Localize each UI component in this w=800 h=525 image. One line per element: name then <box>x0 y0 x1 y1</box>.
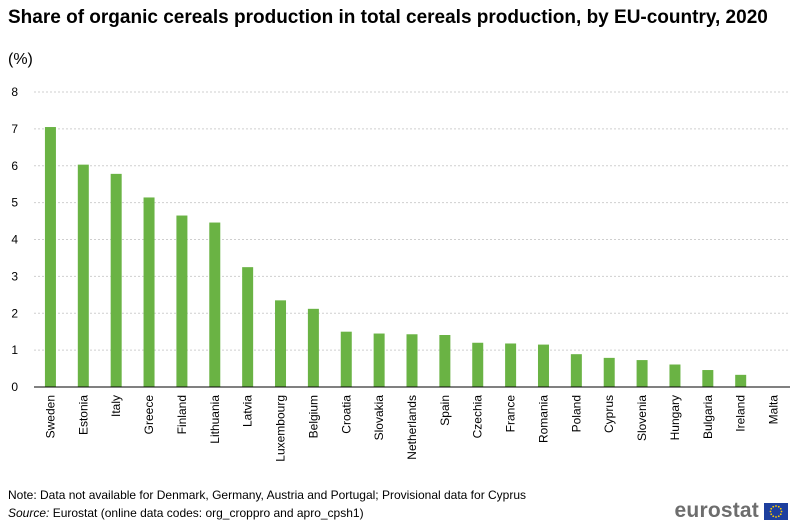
bar-finland <box>176 215 188 387</box>
bar-greece <box>143 197 155 387</box>
bar-netherlands <box>406 334 418 387</box>
x-tick-label: Belgium <box>306 395 320 438</box>
flag-star <box>777 505 780 508</box>
y-tick-label: 5 <box>11 196 18 210</box>
x-tick-label: Czechia <box>471 395 485 439</box>
bars <box>44 127 747 387</box>
flag-star <box>777 514 780 517</box>
x-tick-label: Lithuania <box>208 395 222 444</box>
x-tick-label: Cyprus <box>602 395 616 433</box>
grid-lines <box>34 91 790 351</box>
y-tick-label: 1 <box>11 343 18 357</box>
flag-star <box>775 515 777 518</box>
y-tick-label: 7 <box>11 122 18 136</box>
flag-star <box>770 512 773 515</box>
y-tick-label: 0 <box>11 380 18 394</box>
x-tick-label: Latvia <box>241 395 255 427</box>
source-label: Source: <box>8 506 50 520</box>
flag-star <box>775 504 777 507</box>
bar-ireland <box>735 374 747 387</box>
x-tick-label: Luxembourg <box>274 395 288 462</box>
y-tick-label: 3 <box>11 269 18 283</box>
x-tick-label: Spain <box>438 395 452 426</box>
bar-croatia <box>340 331 352 387</box>
x-tick-label: Romania <box>536 395 550 443</box>
x-tick-label: Italy <box>109 395 123 417</box>
x-axis-ticks: Sweden Estonia Italy Greece Finland Lithuania… <box>43 395 780 462</box>
bar-bulgaria <box>702 370 714 387</box>
x-tick-label: Finland <box>175 395 189 434</box>
bar-latvia <box>242 267 254 387</box>
flag-star <box>769 510 772 512</box>
bar-slovakia <box>373 333 385 387</box>
bar-hungary <box>669 364 681 387</box>
y-tick-label: 8 <box>11 85 18 99</box>
bar-lithuania <box>209 222 221 387</box>
y-axis-unit: (%) <box>8 51 33 68</box>
x-tick-label: Ireland <box>734 395 748 432</box>
x-tick-label: Slovakia <box>372 395 386 441</box>
y-tick-label: 6 <box>11 159 18 173</box>
x-tick-label: Malta <box>767 395 781 425</box>
x-tick-label: Sweden <box>43 395 57 438</box>
bar-luxembourg <box>275 300 287 387</box>
flag-star <box>779 512 782 515</box>
x-tick-label: Estonia <box>76 395 90 435</box>
flag-star <box>772 505 775 508</box>
bar-sweden <box>44 127 56 387</box>
flag-star <box>780 510 783 512</box>
eurostat-logo: eurostat <box>675 499 788 523</box>
x-tick-label: Greece <box>142 395 156 435</box>
x-tick-label: Croatia <box>339 395 353 434</box>
x-tick-label: Slovenia <box>635 395 649 441</box>
flag-star <box>770 507 773 510</box>
x-tick-label: Poland <box>569 395 583 432</box>
source-line: Source: Eurostat (online data codes: org… <box>8 506 364 520</box>
bar-poland <box>570 354 582 387</box>
bar-belgium <box>307 308 319 387</box>
bar-slovenia <box>636 360 648 387</box>
eu-flag-icon <box>764 502 788 520</box>
bar-italy <box>110 173 122 387</box>
x-tick-label: Bulgaria <box>701 395 715 439</box>
bar-france <box>505 343 517 387</box>
y-tick-label: 2 <box>11 306 18 320</box>
y-tick-label: 4 <box>11 233 18 247</box>
y-axis-ticks: 0 1 2 3 4 5 6 7 8 <box>11 85 18 394</box>
flag-star <box>779 507 782 510</box>
logo-text: eurostat <box>674 499 759 522</box>
x-tick-label: Hungary <box>668 395 682 440</box>
bar-czechia <box>472 342 484 387</box>
source-text: Eurostat (online data codes: org_croppro… <box>52 506 364 520</box>
bar-romania <box>537 344 549 387</box>
bar-chart: 0 1 2 3 4 5 6 7 8 Sweden Estonia Italy Greece Finlan… <box>11 85 790 462</box>
bar-spain <box>439 335 451 387</box>
x-tick-label: France <box>504 395 518 433</box>
footnote: Note: Data not available for Denmark, Ge… <box>8 488 527 502</box>
bar-estonia <box>77 164 89 387</box>
flag-star <box>772 514 775 517</box>
bar-cyprus <box>603 357 615 387</box>
chart-title: Share of organic cereals production in t… <box>8 7 768 28</box>
x-tick-label: Netherlands <box>405 395 419 460</box>
